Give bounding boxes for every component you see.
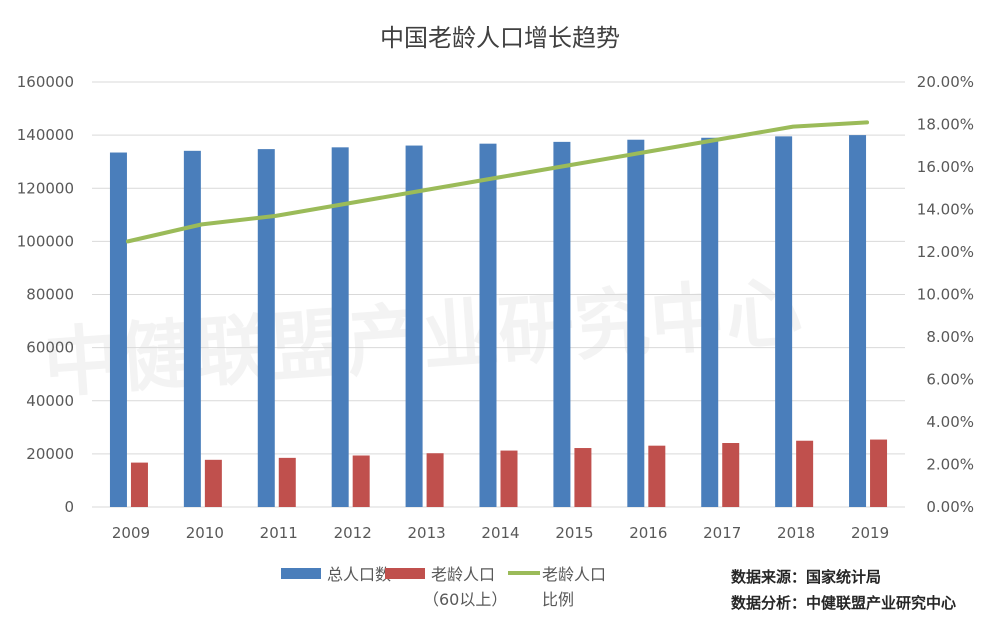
y-tick-label: 20000 bbox=[26, 445, 74, 463]
y2-tick-label: 8.00% bbox=[926, 328, 974, 346]
bar-elderly-2015 bbox=[574, 448, 592, 507]
x-axis: 2009 2010 2011 2012 2013 2014 2015 2016 2017 2018… bbox=[112, 524, 889, 542]
x-tick-label: 2014 bbox=[481, 524, 519, 542]
bar-total-2013 bbox=[405, 145, 423, 507]
legend-label-elderly-sub: （60以上） bbox=[423, 590, 507, 609]
bar-total-2015 bbox=[553, 141, 571, 507]
bar-elderly-2018 bbox=[796, 440, 814, 507]
y-tick-label: 120000 bbox=[17, 179, 74, 197]
x-tick-label: 2011 bbox=[260, 524, 298, 542]
legend-label-ratio-sub: 比例 bbox=[542, 590, 574, 609]
legend-label-total: 总人口数 bbox=[327, 565, 391, 584]
y-tick-label: 0 bbox=[64, 498, 74, 516]
bar-elderly-2012 bbox=[352, 455, 370, 507]
y2-tick-label: 10.00% bbox=[917, 286, 974, 304]
x-tick-label: 2013 bbox=[407, 524, 445, 542]
y-tick-label: 160000 bbox=[17, 73, 74, 91]
x-tick-label: 2010 bbox=[186, 524, 224, 542]
legend-label-ratio: 老龄人口 bbox=[542, 565, 606, 584]
y2-tick-label: 14.00% bbox=[917, 201, 974, 219]
bars bbox=[109, 135, 888, 508]
x-tick-label: 2009 bbox=[112, 524, 150, 542]
analysis-note: 数据分析：中健联盟产业研究中心 bbox=[731, 594, 956, 612]
y2-tick-label: 16.00% bbox=[917, 158, 974, 176]
y2-tick-label: 4.00% bbox=[926, 413, 974, 431]
y-tick-label: 140000 bbox=[17, 126, 74, 144]
bar-total-2011 bbox=[257, 149, 275, 507]
ratio-line-path bbox=[125, 120, 870, 244]
bar-elderly-2009 bbox=[130, 462, 148, 507]
bar-total-2019 bbox=[849, 135, 867, 507]
bar-total-2010 bbox=[183, 150, 201, 507]
y-tick-label: 60000 bbox=[26, 339, 74, 357]
y-tick-label: 80000 bbox=[26, 286, 74, 304]
bar-total-2014 bbox=[479, 143, 497, 508]
legend-swatch-total bbox=[281, 568, 321, 579]
legend-label-elderly: 老龄人口 bbox=[431, 565, 495, 584]
bar-total-2016 bbox=[627, 139, 645, 507]
bar-elderly-2019 bbox=[870, 439, 888, 507]
y2-tick-label: 0.00% bbox=[926, 498, 974, 516]
bar-total-2018 bbox=[775, 136, 793, 508]
y-tick-label: 40000 bbox=[26, 392, 74, 410]
x-tick-label: 2012 bbox=[334, 524, 372, 542]
legend-swatch-elderly bbox=[385, 568, 425, 579]
source-note: 数据来源：国家统计局 bbox=[731, 568, 881, 586]
bar-elderly-2011 bbox=[278, 457, 296, 507]
y-axis-left: 0 20000 40000 60000 80000 100000 120000 140000 1… bbox=[17, 73, 74, 516]
x-tick-label: 2019 bbox=[851, 524, 889, 542]
y-tick-label: 100000 bbox=[17, 232, 74, 250]
legend: 总人口数 老龄人口 （60以上） 老龄人口 比例 bbox=[281, 565, 606, 609]
x-tick-label: 2018 bbox=[777, 524, 815, 542]
bar-elderly-2014 bbox=[500, 450, 518, 507]
bar-elderly-2010 bbox=[204, 459, 222, 507]
bar-total-2009 bbox=[109, 152, 127, 507]
x-tick-label: 2016 bbox=[629, 524, 667, 542]
bar-elderly-2017 bbox=[722, 443, 740, 507]
ratio-line bbox=[125, 120, 870, 244]
y2-tick-label: 12.00% bbox=[917, 243, 974, 261]
gridlines bbox=[92, 81, 905, 508]
chart-title: 中国老龄人口增长趋势 bbox=[380, 24, 620, 52]
y2-tick-label: 6.00% bbox=[926, 371, 974, 389]
y-axis-right: 0.00% 2.00% 4.00% 6.00% 8.00% 10.00% 12.00% 14.… bbox=[917, 73, 974, 516]
bar-elderly-2016 bbox=[648, 445, 666, 507]
y2-tick-label: 18.00% bbox=[917, 116, 974, 134]
y2-tick-label: 2.00% bbox=[926, 456, 974, 474]
y2-tick-label: 20.00% bbox=[917, 73, 974, 91]
bar-total-2017 bbox=[701, 137, 719, 507]
bar-total-2012 bbox=[331, 147, 349, 507]
x-tick-label: 2015 bbox=[555, 524, 593, 542]
x-tick-label: 2017 bbox=[703, 524, 741, 542]
bar-elderly-2013 bbox=[426, 453, 444, 507]
